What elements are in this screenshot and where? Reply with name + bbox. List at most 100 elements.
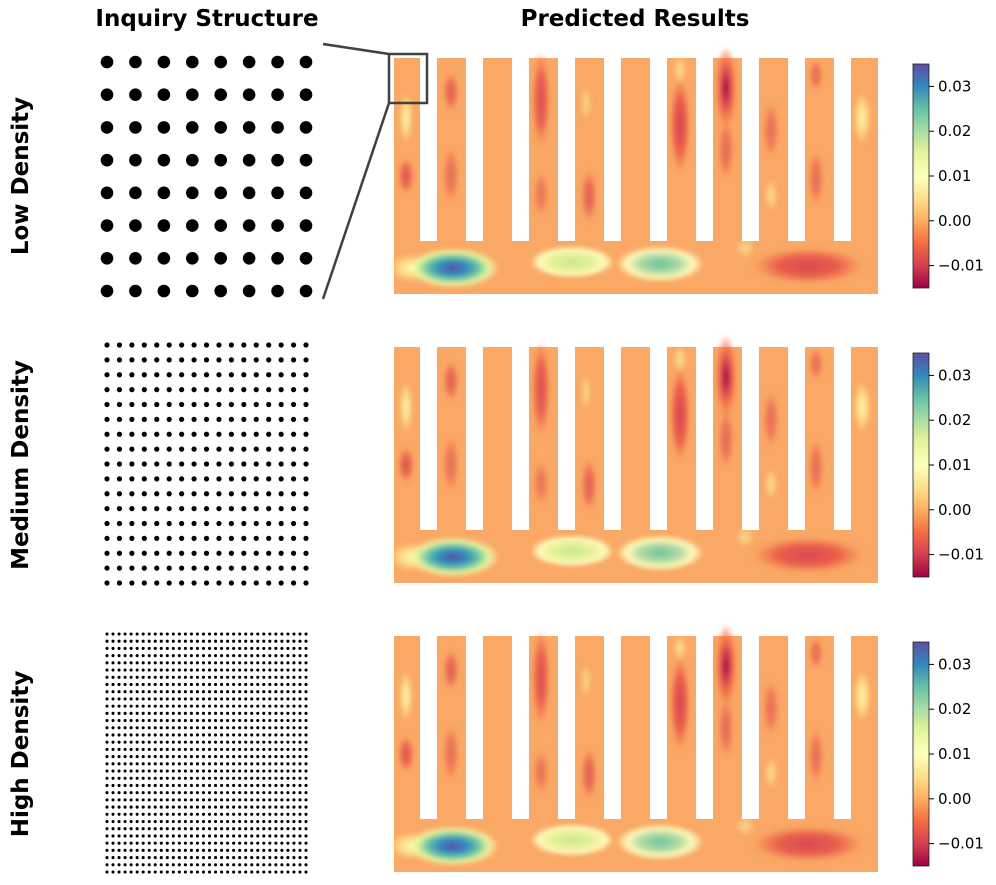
inquiry-point <box>271 121 284 134</box>
inquiry-point <box>189 726 193 730</box>
inquiry-point <box>111 827 115 831</box>
inquiry-point <box>177 697 181 701</box>
inquiry-point <box>183 863 187 867</box>
inquiry-point <box>191 506 197 512</box>
inquiry-point <box>153 740 157 744</box>
inquiry-point <box>153 632 157 636</box>
inquiry-point <box>256 776 260 780</box>
inquiry-point <box>298 834 302 838</box>
inquiry-point <box>207 783 212 787</box>
inquiry-point <box>299 55 313 69</box>
inquiry-point <box>214 848 218 852</box>
inquiry-point <box>250 870 254 874</box>
inquiry-point <box>177 834 181 838</box>
inquiry-point <box>256 661 260 665</box>
inquiry-point <box>189 740 193 744</box>
inquiry-point <box>159 697 163 701</box>
inquiry-point <box>195 740 199 744</box>
inquiry-point <box>286 812 290 816</box>
inquiry-point <box>147 697 151 701</box>
inquiry-point <box>123 769 127 773</box>
field-streak <box>670 77 690 173</box>
inquiry-point <box>256 762 260 766</box>
inquiry-point <box>141 580 147 586</box>
inquiry-point <box>266 372 272 378</box>
inquiry-point <box>256 740 260 744</box>
inquiry-point <box>179 520 185 527</box>
inquiry-point <box>147 704 151 708</box>
inquiry-point <box>250 841 254 845</box>
inquiry-point <box>159 812 163 816</box>
inquiry-point <box>278 506 284 512</box>
inquiry-point <box>298 711 302 715</box>
inquiry-point <box>216 565 222 571</box>
inquiry-point <box>123 791 127 795</box>
inquiry-point <box>123 798 127 802</box>
inquiry-point <box>250 682 254 687</box>
inquiry-point <box>216 461 222 467</box>
comb-slot <box>742 347 759 530</box>
inquiry-point <box>165 654 169 658</box>
inquiry-point <box>292 733 296 737</box>
inquiry-point <box>228 416 234 422</box>
inquiry-point <box>123 697 127 701</box>
inquiry-point <box>195 682 199 687</box>
inquiry-point <box>207 812 212 816</box>
inquiry-point <box>177 841 181 845</box>
inquiry-point <box>129 870 133 874</box>
inquiry-point <box>171 740 175 744</box>
inquiry-point <box>278 535 284 541</box>
inquiry-point <box>179 372 185 378</box>
inquiry-point <box>141 550 147 556</box>
inquiry-point <box>256 733 260 737</box>
inquiry-point <box>292 690 296 694</box>
inquiry-point <box>214 704 218 708</box>
inquiry-point <box>171 848 175 852</box>
inquiry-point <box>292 711 296 715</box>
inquiry-point <box>292 639 296 643</box>
inquiry-point <box>154 431 160 437</box>
inquiry-point <box>117 762 121 766</box>
inquiry-point <box>111 675 115 679</box>
inquiry-point <box>262 639 266 643</box>
inquiry-point <box>286 805 290 809</box>
inquiry-point <box>189 769 193 773</box>
inquiry-point <box>153 805 157 809</box>
inquiry-point <box>189 697 193 701</box>
inquiry-point <box>165 697 169 701</box>
inquiry-point <box>274 798 278 802</box>
colorbar-tick-label: 0.03 <box>938 366 971 384</box>
inquiry-point <box>203 565 210 571</box>
inquiry-point <box>286 682 290 687</box>
inquiry-point <box>274 863 278 867</box>
inquiry-point <box>250 755 254 759</box>
inquiry-point <box>159 726 163 730</box>
inquiry-point <box>241 387 247 393</box>
inquiry-point <box>179 342 185 348</box>
inquiry-point <box>214 284 228 298</box>
inquiry-point <box>299 153 313 167</box>
inquiry-point <box>303 446 309 452</box>
field-streak <box>763 102 779 158</box>
inquiry-point <box>292 682 296 687</box>
inquiry-point <box>117 848 121 852</box>
inquiry-point <box>104 431 110 437</box>
inquiry-point <box>135 834 139 838</box>
inquiry-point <box>268 711 272 715</box>
inquiry-point <box>203 520 210 527</box>
inquiry-point <box>165 783 169 787</box>
inquiry-point <box>189 733 193 737</box>
inquiry-point <box>226 646 230 650</box>
inquiry-point <box>189 805 193 809</box>
inquiry-point <box>147 856 151 860</box>
inquiry-point <box>147 827 151 831</box>
inquiry-point <box>207 791 212 795</box>
inquiry-point <box>292 805 296 809</box>
inquiry-point <box>129 372 135 378</box>
inquiry-point <box>116 387 123 393</box>
inquiry-point <box>238 639 242 643</box>
inquiry-point <box>262 805 266 809</box>
inquiry-point <box>147 805 151 809</box>
inquiry-point <box>153 783 157 787</box>
inquiry-point <box>241 446 247 452</box>
